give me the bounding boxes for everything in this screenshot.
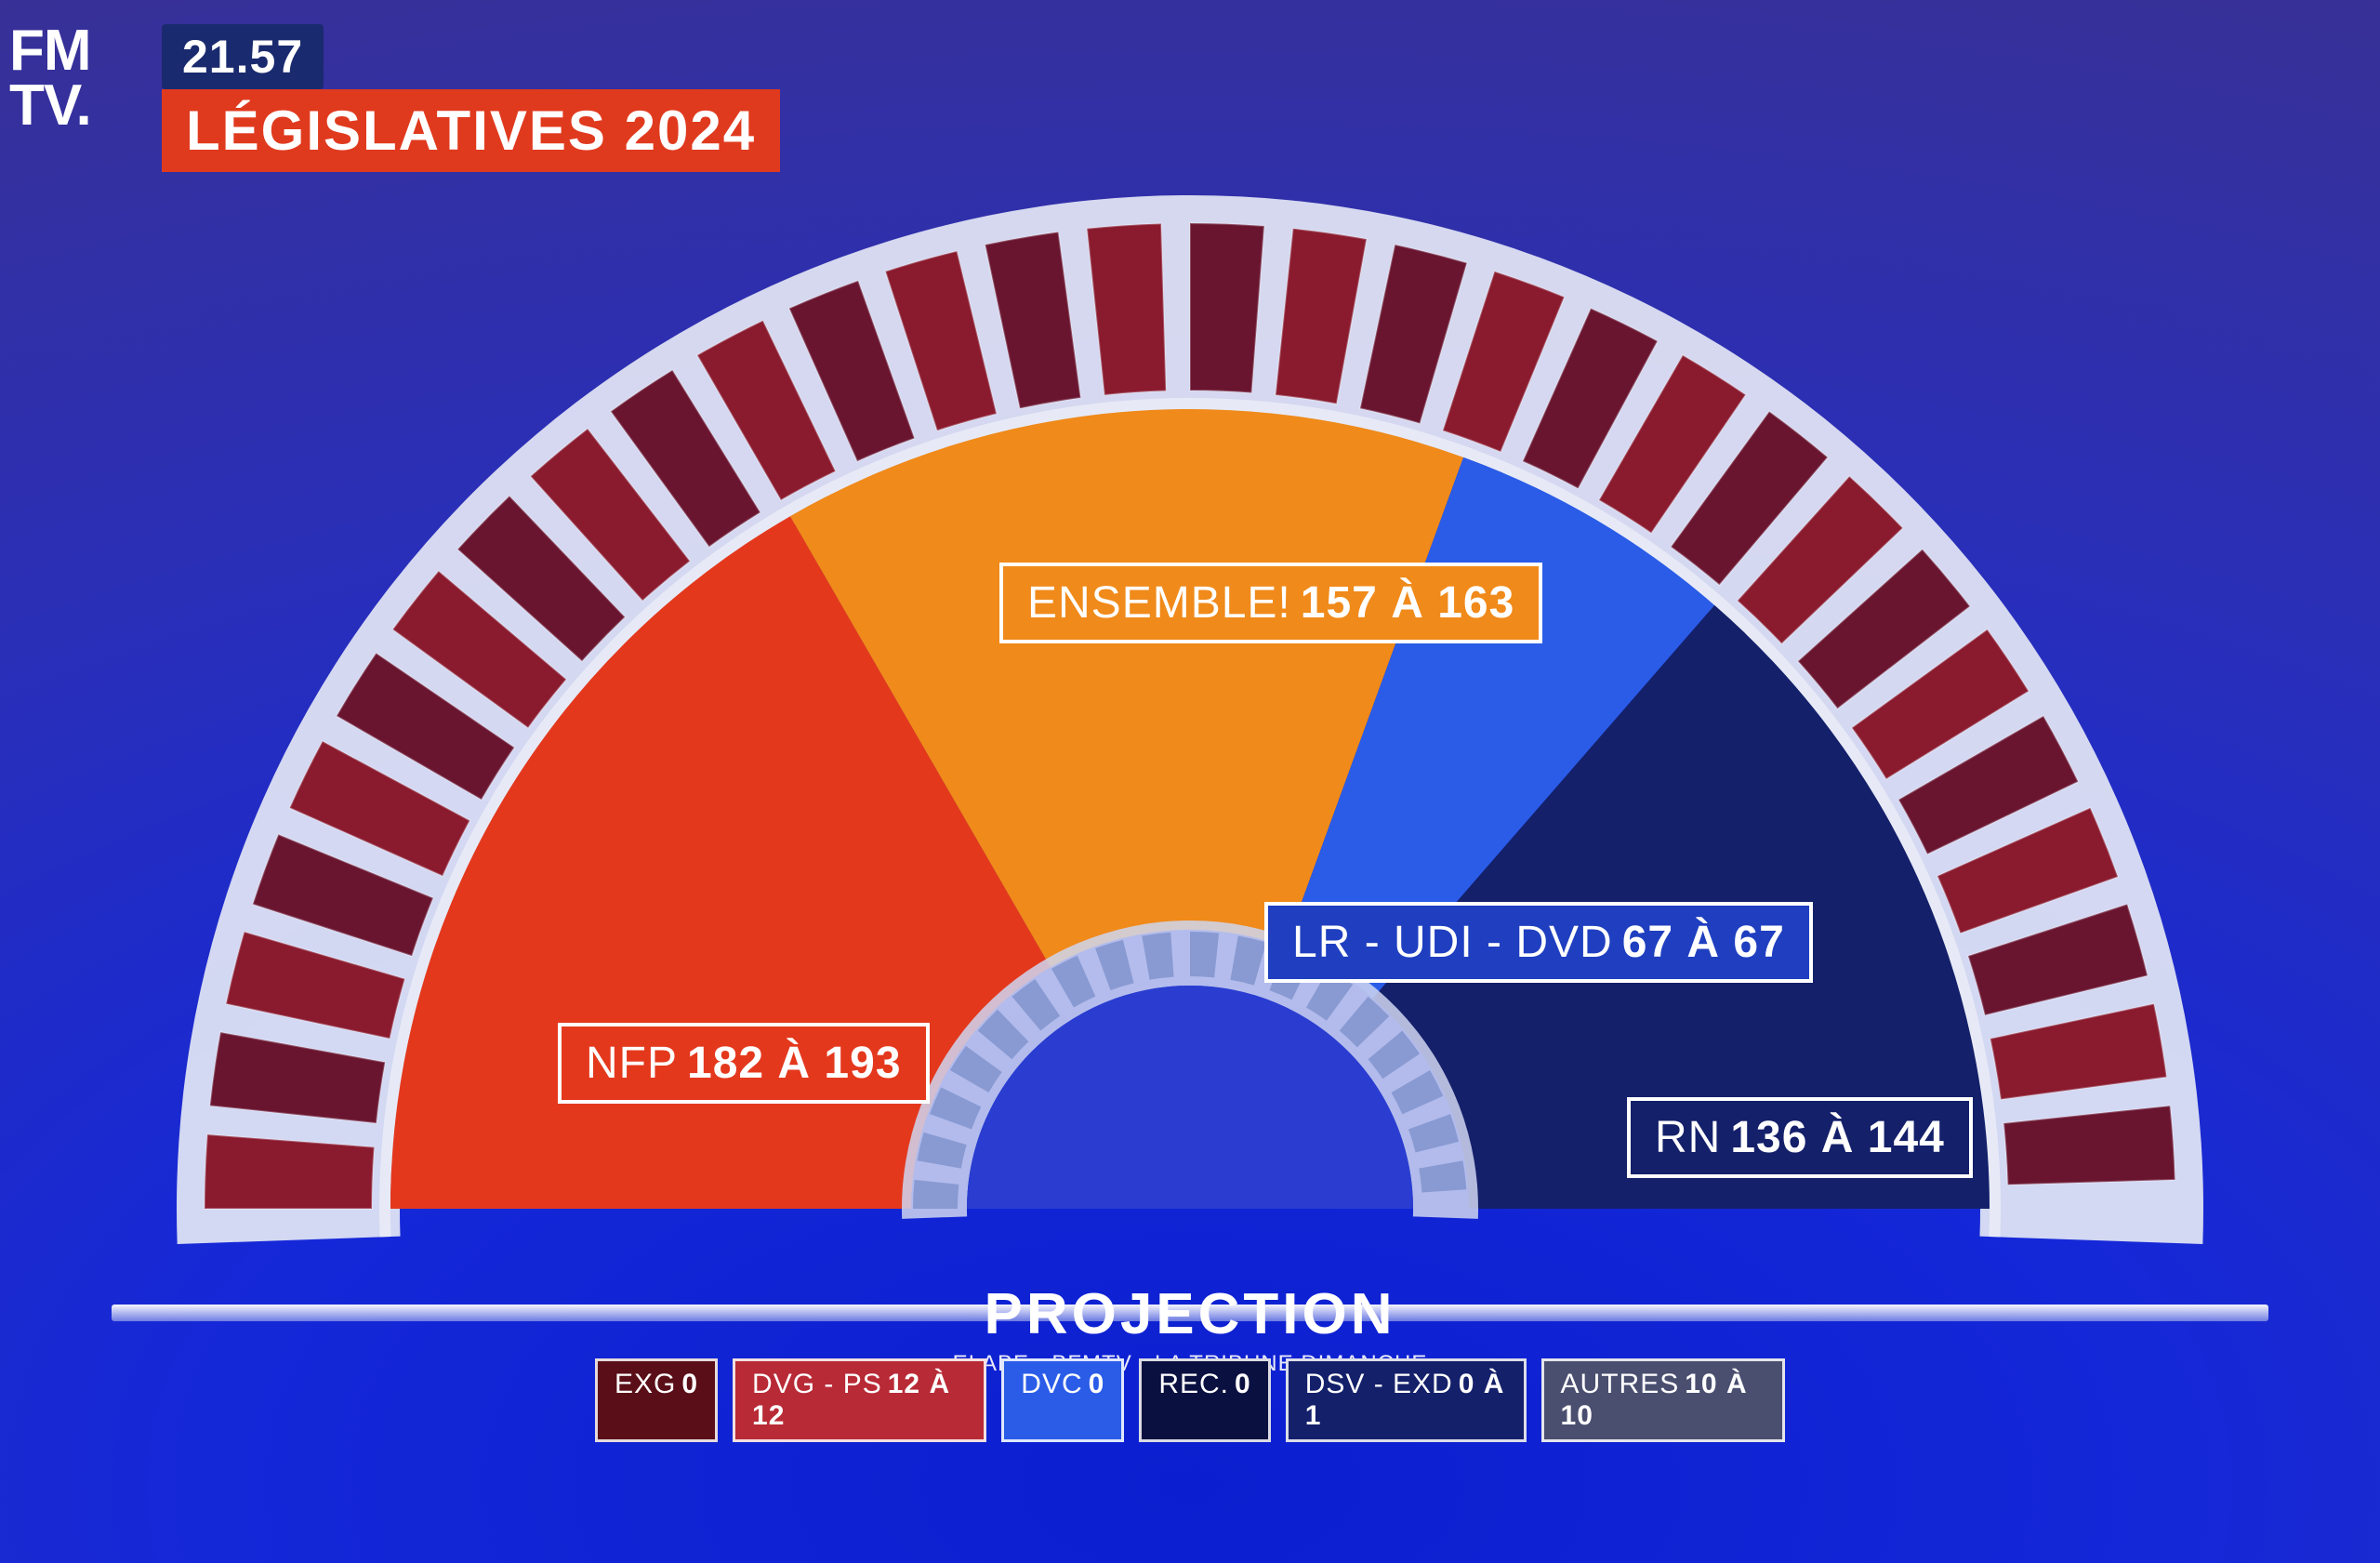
segment-label-name: NFP [586, 1039, 678, 1088]
minor-party-label: AUTRES [1561, 1369, 1680, 1399]
segment-label-name: ENSEMBLE! [1027, 578, 1291, 628]
segment-label-name: RN [1655, 1113, 1721, 1162]
minor-party-badge: DVG - PS12 À 12 [733, 1358, 986, 1442]
minor-party-badge: DVC0 [1001, 1358, 1124, 1442]
channel-logo: FM TV. [0, 19, 104, 139]
ring-block [1190, 223, 1264, 393]
minor-party-label: EXG [615, 1369, 676, 1399]
segment-label-name: LR - UDI - DVD [1292, 918, 1613, 967]
segment-label-lrudi: LR - UDI - DVD67 À 67 [1264, 902, 1813, 983]
segment-label-ensemble: ENSEMBLE!157 À 163 [999, 563, 1542, 643]
minor-party-label: REC. [1158, 1369, 1229, 1399]
minor-party-badge: DSV - EXD0 À 1 [1286, 1358, 1527, 1442]
minor-party-badge: AUTRES10 À 10 [1541, 1358, 1785, 1442]
logo-line1: FM [9, 24, 91, 79]
minor-party-label: DSV - EXD [1305, 1369, 1453, 1399]
segment-label-range: 136 À 144 [1730, 1113, 1945, 1162]
projection-title: PROJECTION [953, 1281, 1428, 1347]
minor-party-label: DVC [1021, 1369, 1082, 1399]
segment-label-range: 157 À 163 [1301, 578, 1515, 628]
segment-label-range: 67 À 67 [1622, 918, 1785, 967]
minor-party-badge: EXG0 [595, 1358, 718, 1442]
minor-party-badge: REC.0 [1139, 1358, 1270, 1442]
minor-party-range: 0 [1089, 1369, 1105, 1399]
minor-party-range: 0 [1235, 1369, 1251, 1399]
minor-parties-row: EXG0DVG - PS12 À 12DVC0REC.0DSV - EXD0 À… [595, 1358, 1785, 1442]
segment-label-rn: RN136 À 144 [1627, 1097, 1973, 1178]
clock-badge: 21.57 [162, 24, 324, 89]
segment-label-nfp: NFP182 À 193 [558, 1023, 930, 1104]
inner-dome-block [1190, 932, 1219, 977]
minor-party-range: 0 [681, 1369, 698, 1399]
minor-party-label: DVG - PS [752, 1369, 882, 1399]
segment-label-range: 182 À 193 [687, 1039, 902, 1088]
logo-line2: TV. [9, 79, 91, 134]
inner-dome-block [913, 1180, 959, 1209]
hemicycle-chart: NFP182 À 193 ENSEMBLE!157 À 163 LR - UDI -… [121, 158, 2259, 1274]
ring-block [205, 1134, 375, 1209]
